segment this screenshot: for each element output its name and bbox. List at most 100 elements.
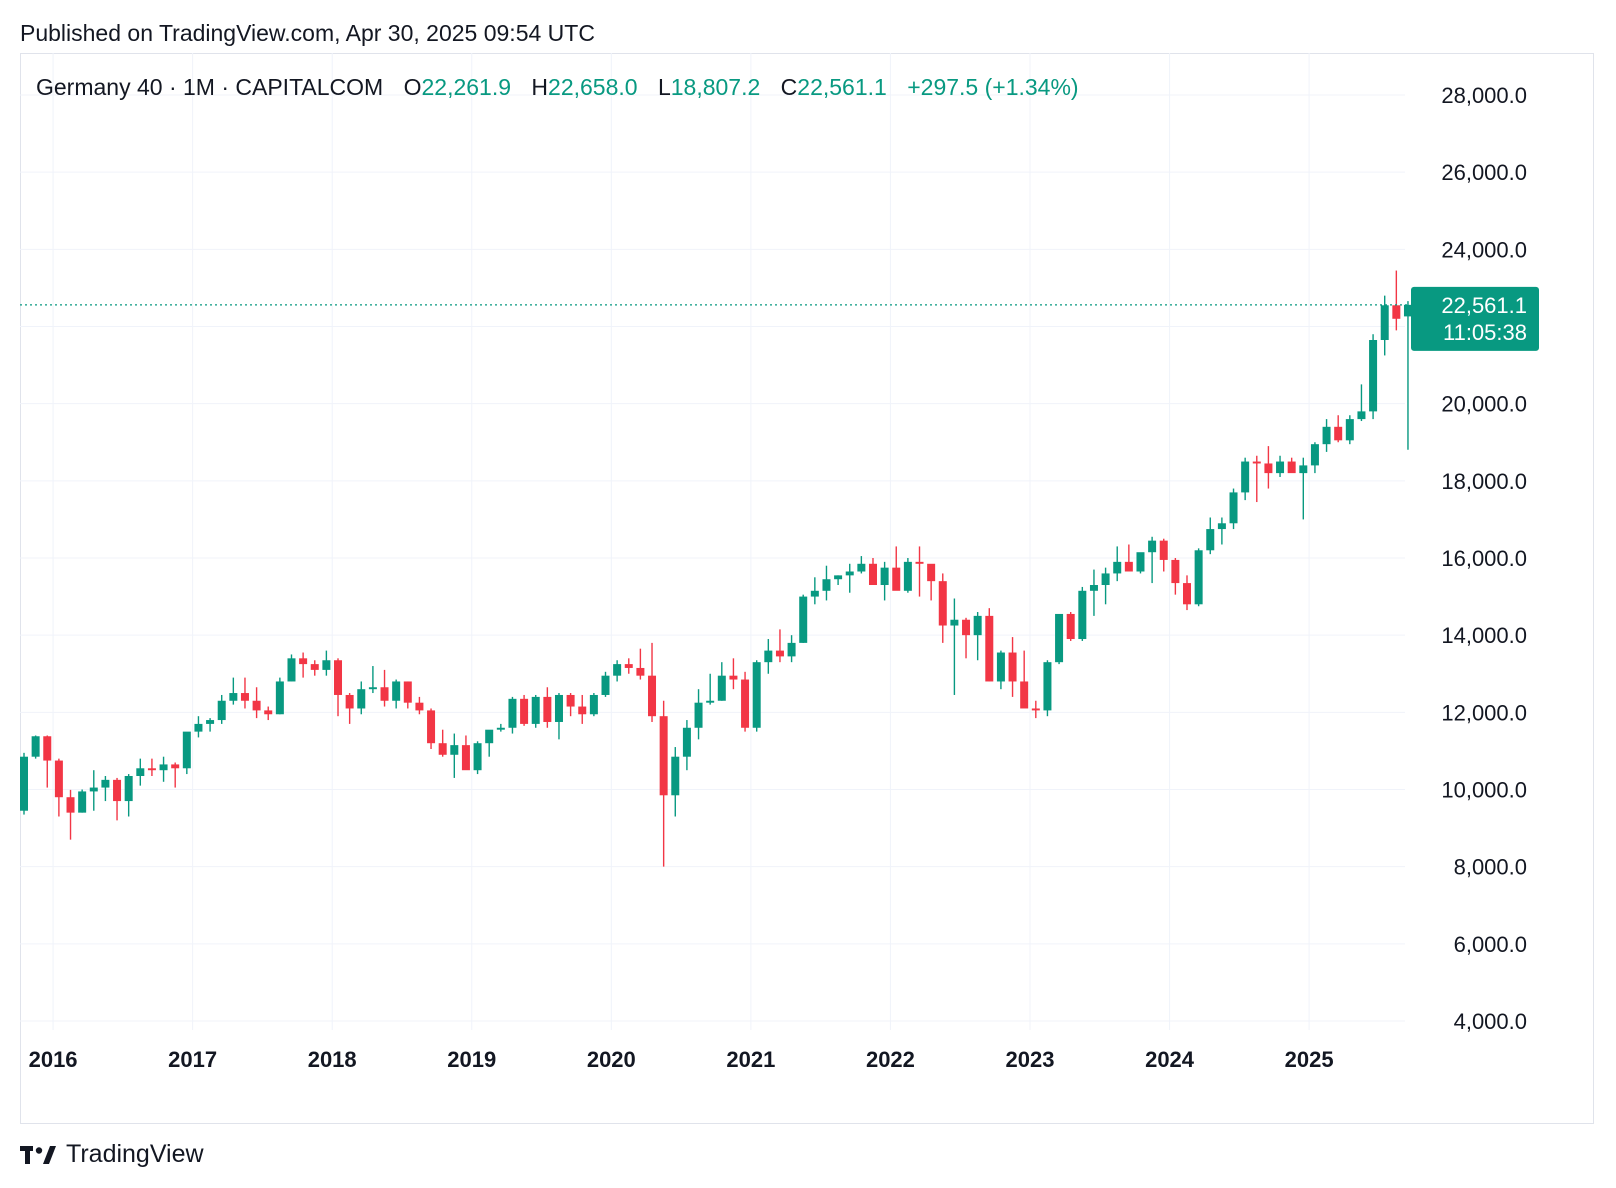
candle bbox=[1334, 415, 1343, 443]
candle bbox=[403, 681, 412, 709]
candle-body bbox=[659, 716, 668, 796]
candle bbox=[194, 716, 203, 738]
candle-body bbox=[543, 696, 552, 722]
candle-body bbox=[473, 743, 482, 771]
candle bbox=[159, 756, 168, 782]
candle bbox=[287, 654, 296, 682]
candle bbox=[415, 696, 424, 715]
candle bbox=[624, 658, 633, 674]
candle bbox=[892, 546, 901, 591]
candle-body bbox=[1136, 552, 1145, 572]
candle-body bbox=[822, 579, 831, 591]
published-caption: Published on TradingView.com, Apr 30, 20… bbox=[20, 20, 595, 46]
candle bbox=[43, 735, 52, 788]
candle bbox=[531, 694, 540, 728]
candle bbox=[682, 720, 691, 771]
candle bbox=[31, 735, 40, 759]
candle bbox=[554, 693, 563, 740]
tradingview-logo-icon bbox=[20, 1145, 56, 1164]
candle bbox=[1322, 419, 1331, 452]
candle bbox=[322, 650, 331, 676]
candle bbox=[694, 689, 703, 740]
legend-open-label: O bbox=[403, 74, 422, 100]
candle-body bbox=[554, 694, 563, 722]
candle bbox=[485, 729, 494, 757]
candle bbox=[1194, 548, 1203, 607]
price-axis[interactable]: 28,000.0 26,000.0 24,000.0 20,000.0 18,000.0… bbox=[1441, 83, 1527, 1034]
candle-body bbox=[1403, 304, 1412, 317]
candle bbox=[1159, 538, 1168, 572]
candle-body bbox=[775, 650, 784, 657]
legend-close-value: 22,561.1 bbox=[797, 74, 887, 100]
candle bbox=[147, 758, 156, 776]
candle bbox=[1031, 700, 1040, 719]
candle bbox=[764, 639, 773, 674]
candle-body bbox=[252, 700, 261, 711]
x-tick-label: 2023 bbox=[1006, 1047, 1055, 1072]
candle bbox=[636, 648, 645, 680]
candle-body bbox=[1183, 583, 1191, 605]
candle bbox=[357, 681, 366, 715]
y-tick-label: 4,000.0 bbox=[1454, 1009, 1527, 1034]
candle bbox=[1217, 517, 1226, 545]
candle bbox=[543, 687, 552, 728]
candle bbox=[496, 723, 505, 732]
candle bbox=[299, 652, 308, 678]
candle bbox=[508, 696, 517, 734]
candle-body bbox=[1392, 305, 1401, 319]
last-price-tag: 22,561.1 11:05:38 bbox=[1411, 286, 1539, 351]
candle bbox=[1392, 270, 1401, 331]
candle-body bbox=[566, 694, 575, 707]
candle-body bbox=[1008, 652, 1017, 682]
candle-body bbox=[915, 561, 924, 564]
candle-body bbox=[147, 768, 156, 771]
ohlc-legend: Germany 40 · 1M · CAPITALCOM O22,261.9 H… bbox=[36, 74, 1079, 101]
candle-body bbox=[1369, 340, 1378, 412]
candle bbox=[1089, 569, 1098, 616]
candle-body bbox=[78, 791, 87, 813]
candle bbox=[717, 662, 726, 701]
time-axis[interactable]: 2016 2017 2018 2019 2020 2021 2022 2023 2024 2025 bbox=[29, 1047, 1334, 1072]
tradingview-brand[interactable]: TradingView bbox=[20, 1140, 204, 1169]
y-tick-label: 10,000.0 bbox=[1441, 778, 1527, 803]
candle bbox=[729, 658, 738, 690]
candle-body bbox=[1345, 419, 1354, 441]
candle bbox=[1241, 457, 1250, 501]
y-tick-label: 26,000.0 bbox=[1441, 160, 1527, 185]
candle-body bbox=[799, 596, 808, 643]
candle-body bbox=[985, 615, 994, 682]
candle-body bbox=[368, 687, 377, 690]
candle bbox=[392, 679, 401, 709]
candle-body bbox=[636, 667, 645, 676]
candle-body bbox=[868, 563, 877, 586]
candle bbox=[252, 687, 261, 719]
candle bbox=[927, 563, 936, 601]
candle-body bbox=[671, 756, 680, 796]
candle-body bbox=[1043, 662, 1052, 711]
y-tick-label: 18,000.0 bbox=[1441, 469, 1527, 494]
x-tick-label: 2024 bbox=[1145, 1047, 1195, 1072]
candle-body bbox=[427, 710, 436, 744]
candle-body bbox=[206, 720, 215, 724]
candle-body bbox=[531, 696, 540, 724]
candle bbox=[857, 556, 866, 574]
candle-body bbox=[1287, 461, 1296, 474]
candle bbox=[1403, 301, 1412, 450]
x-tick-label: 2022 bbox=[866, 1047, 915, 1072]
candle-body bbox=[682, 727, 691, 757]
candle-body bbox=[613, 664, 622, 676]
candle bbox=[310, 660, 319, 676]
candle-body bbox=[1089, 585, 1098, 591]
candle-body bbox=[357, 689, 366, 709]
candle-body bbox=[1334, 426, 1343, 441]
candle bbox=[171, 762, 180, 788]
candle-body bbox=[43, 736, 52, 761]
candle-body bbox=[392, 681, 401, 701]
candle bbox=[1183, 575, 1191, 611]
candle-body bbox=[508, 698, 517, 728]
legend-low-label: L bbox=[657, 74, 671, 100]
candle bbox=[648, 642, 657, 722]
candle-body bbox=[1276, 461, 1285, 474]
candle bbox=[113, 777, 122, 821]
